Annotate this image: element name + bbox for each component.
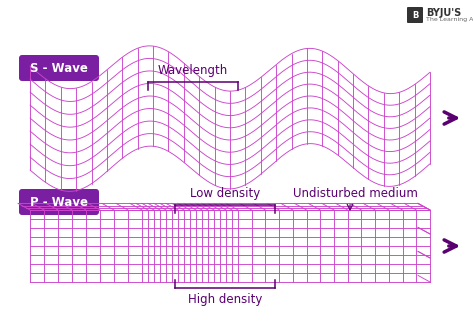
Text: Undisturbed medium: Undisturbed medium: [293, 187, 418, 200]
Text: Low density: Low density: [190, 187, 260, 200]
FancyBboxPatch shape: [19, 189, 99, 215]
Text: High density: High density: [188, 293, 262, 306]
Text: BYJU'S: BYJU'S: [426, 8, 461, 18]
FancyBboxPatch shape: [407, 7, 423, 23]
FancyBboxPatch shape: [19, 55, 99, 81]
Text: P - Wave: P - Wave: [30, 195, 88, 208]
Text: Wavelength: Wavelength: [158, 64, 228, 77]
Text: The Learning App: The Learning App: [426, 17, 473, 22]
Text: S - Wave: S - Wave: [30, 62, 88, 75]
Text: B: B: [412, 11, 418, 20]
